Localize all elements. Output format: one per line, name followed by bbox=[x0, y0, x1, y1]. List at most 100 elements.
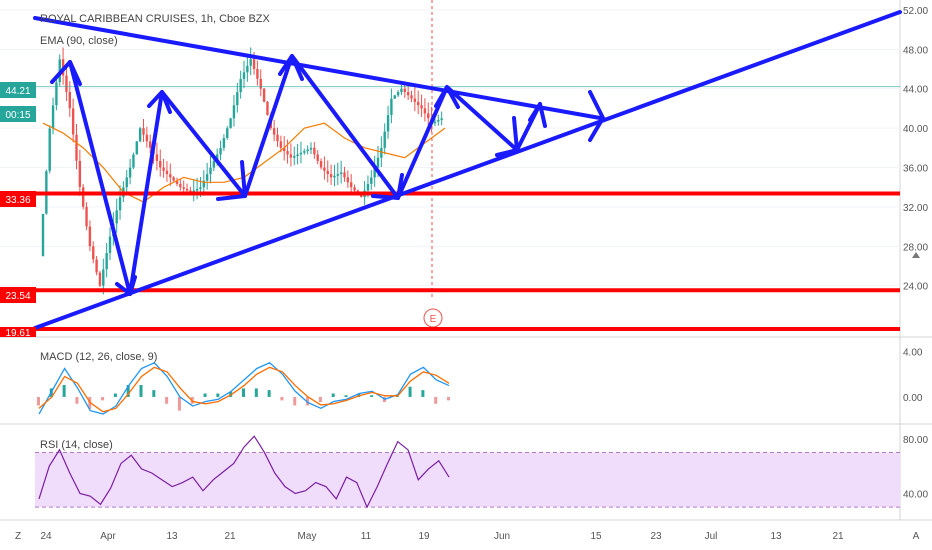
candle-body bbox=[142, 128, 145, 135]
candle-body bbox=[185, 188, 189, 191]
candle-body bbox=[229, 118, 232, 129]
ascending-trendline[interactable] bbox=[33, 10, 902, 330]
arrowhead-icon bbox=[50, 60, 82, 86]
drawing-layer[interactable] bbox=[33, 10, 902, 330]
candle-body bbox=[249, 59, 252, 66]
macd-histogram-bar bbox=[344, 395, 348, 397]
macd-histogram-bar bbox=[331, 393, 335, 397]
candle-body bbox=[55, 82, 58, 106]
candle-body bbox=[138, 128, 142, 142]
time-axis[interactable]: 24 Apr 13 21 May 11 19 Jun 15 23 Jul 13 21 bbox=[40, 531, 844, 542]
macd-histogram-bar bbox=[280, 396, 284, 401]
time-tick-label: 24 bbox=[40, 531, 52, 542]
auto-scale-toggle[interactable]: A bbox=[913, 531, 920, 542]
candle-body bbox=[403, 88, 406, 92]
candle-body bbox=[132, 154, 135, 168]
last-price-label: 44.21 bbox=[5, 86, 30, 97]
macd-histogram-bar bbox=[126, 384, 130, 397]
candle-body bbox=[85, 206, 88, 227]
macd-legend[interactable]: MACD (12, 26, close, 9) bbox=[40, 351, 157, 363]
candle-body bbox=[406, 92, 410, 96]
arrowhead-icon bbox=[371, 173, 404, 200]
candle-body bbox=[155, 154, 159, 161]
rsi-band bbox=[35, 452, 900, 508]
ema-legend[interactable]: EMA (90, close) bbox=[40, 35, 118, 47]
rsi-axis[interactable]: 80.00 40.00 bbox=[903, 435, 928, 501]
candle-body bbox=[128, 167, 132, 178]
macd-axis[interactable]: 4.00 0.00 bbox=[903, 347, 923, 404]
price-tick-label: 52.00 bbox=[903, 6, 928, 17]
candle-body bbox=[309, 147, 313, 150]
support-badge-2-label: 23.54 bbox=[5, 291, 30, 302]
candle-body bbox=[219, 147, 222, 155]
last-price-badge: 44.21 bbox=[0, 82, 36, 98]
candle-body bbox=[339, 172, 343, 175]
arrowhead-icon bbox=[528, 102, 547, 128]
macd-histogram-bar bbox=[75, 396, 79, 404]
candle-body bbox=[396, 92, 400, 96]
arrowhead-icon bbox=[278, 54, 304, 81]
macd-histogram-bar bbox=[101, 396, 105, 401]
candle-body bbox=[172, 177, 175, 181]
candle-body bbox=[236, 92, 239, 106]
candle-body bbox=[189, 190, 192, 193]
price-tick-label: 36.00 bbox=[903, 164, 928, 175]
time-tick-label: 23 bbox=[650, 531, 662, 542]
descending-trendline[interactable] bbox=[33, 16, 602, 120]
support-badge-2: 23.54 bbox=[0, 287, 36, 303]
candle-body bbox=[427, 113, 430, 119]
candle-body bbox=[102, 269, 105, 286]
price-tick-label: 48.00 bbox=[903, 45, 928, 56]
candle-body bbox=[252, 59, 256, 69]
candle-body bbox=[410, 95, 413, 99]
candle-body bbox=[346, 177, 350, 183]
candle-body bbox=[390, 98, 393, 115]
time-tick-label: Jun bbox=[494, 531, 510, 542]
candle-body bbox=[105, 253, 108, 270]
candle-body bbox=[373, 167, 376, 178]
candle-body bbox=[68, 92, 71, 109]
candle-body bbox=[376, 157, 380, 168]
candle-body bbox=[71, 108, 75, 135]
price-axis[interactable]: 52.00 48.00 44.00 40.00 36.00 32.00 28.00 24.00 bbox=[903, 6, 928, 293]
candle-body bbox=[303, 151, 306, 153]
price-tick-label: 44.00 bbox=[903, 85, 928, 96]
rsi-legend[interactable]: RSI (14, close) bbox=[40, 439, 113, 451]
candle-body bbox=[115, 210, 118, 224]
candle-body bbox=[202, 180, 205, 188]
candle-body bbox=[135, 141, 138, 155]
candle-body bbox=[306, 149, 309, 152]
price-tick-label: 28.00 bbox=[903, 242, 928, 253]
timezone-toggle[interactable]: Z bbox=[15, 531, 21, 542]
candle-body bbox=[65, 75, 68, 92]
macd-histogram-bar bbox=[242, 388, 245, 397]
candle-body bbox=[212, 161, 216, 168]
rsi-tick-label: 40.00 bbox=[903, 489, 928, 500]
macd-histogram-bar bbox=[216, 393, 220, 397]
candle-body bbox=[205, 174, 209, 181]
candle-body bbox=[313, 147, 316, 155]
candle-body bbox=[162, 167, 165, 171]
macd-histogram-bar bbox=[306, 396, 310, 406]
candle-body bbox=[289, 154, 293, 158]
arrowhead-icon bbox=[216, 160, 247, 201]
support-badge-3-label: 19.61 bbox=[5, 328, 30, 339]
candle-body bbox=[417, 101, 420, 106]
time-tick-label: Jul bbox=[705, 531, 718, 542]
candle-body bbox=[423, 108, 427, 114]
candle-body bbox=[226, 128, 229, 138]
scroll-up-icon[interactable] bbox=[912, 252, 920, 258]
candle-body bbox=[149, 141, 152, 148]
candle-body bbox=[108, 236, 112, 253]
candle-body bbox=[323, 167, 326, 171]
macd-histogram-bar bbox=[62, 384, 66, 397]
candle-body bbox=[169, 174, 172, 178]
symbol-title[interactable]: ROYAL CARIBBEAN CRUISES, 1h, Cboe BZX bbox=[40, 13, 271, 25]
candle-body bbox=[239, 79, 242, 93]
candle-body bbox=[41, 213, 45, 257]
candle-body bbox=[262, 88, 266, 102]
time-tick-label: 21 bbox=[224, 531, 236, 542]
candle-body bbox=[366, 184, 370, 191]
candle-body bbox=[78, 160, 82, 187]
